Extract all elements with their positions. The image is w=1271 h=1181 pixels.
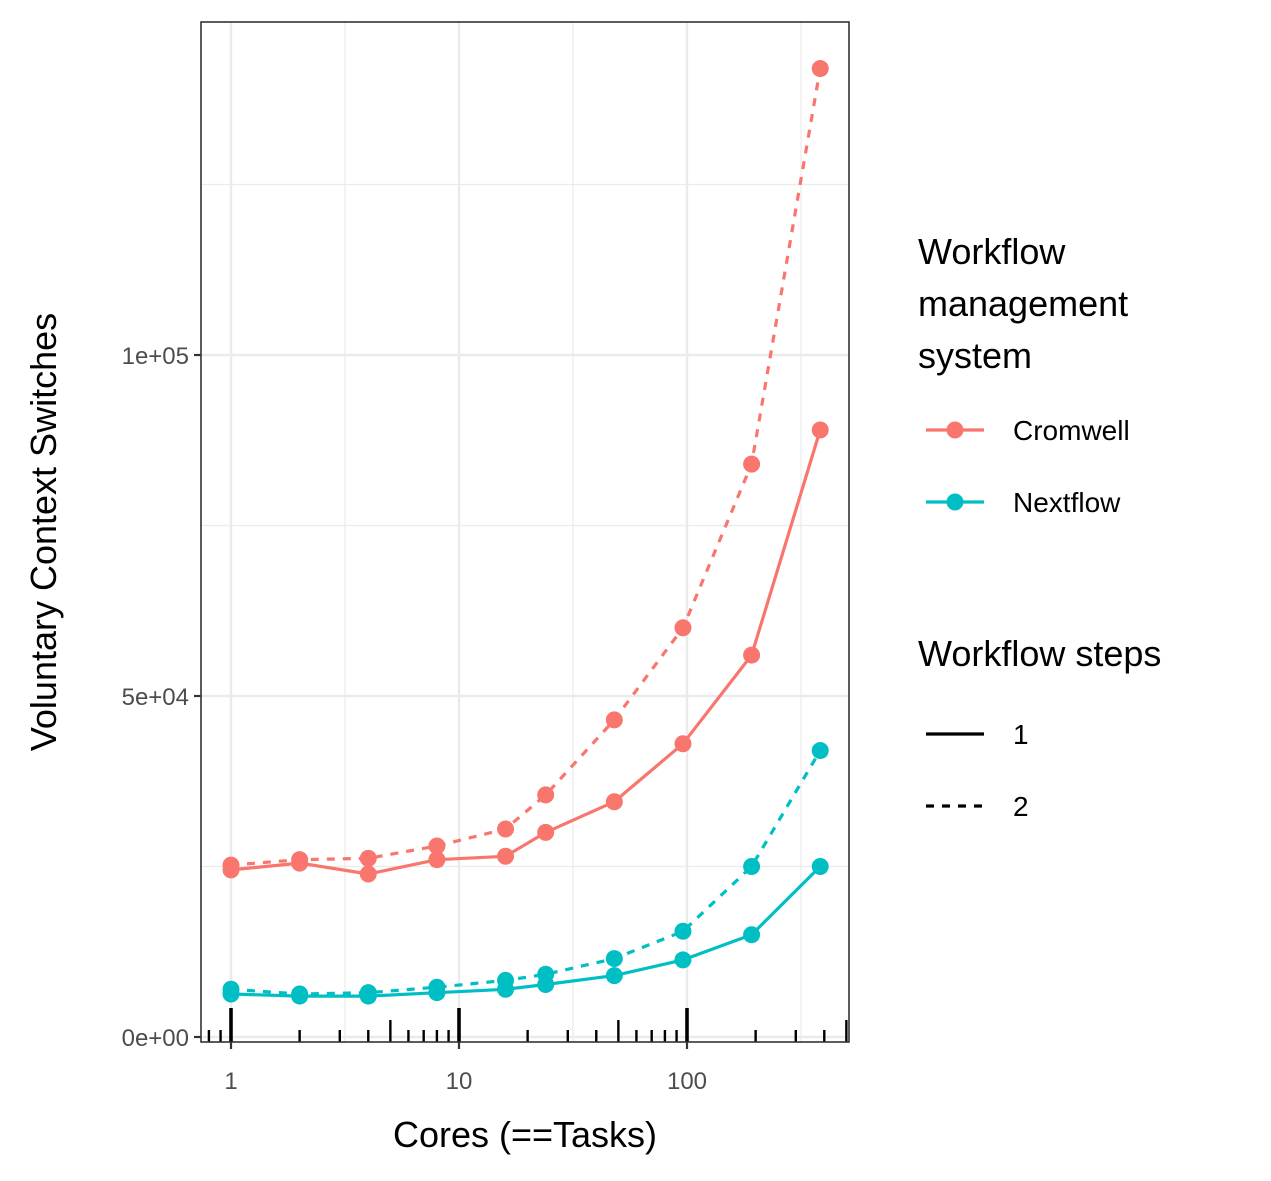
data-series [222, 60, 829, 1005]
data-point [359, 984, 377, 1002]
panel-border [200, 21, 850, 1043]
data-point [811, 742, 829, 760]
legend-label: Nextflow [1013, 487, 1121, 518]
x-tick-label: 1 [224, 1068, 237, 1095]
data-point [743, 926, 761, 944]
legend-item-nextflow: Nextflow [926, 487, 1121, 518]
grid [201, 22, 849, 1042]
x-rug [207, 1008, 848, 1042]
data-point [605, 793, 623, 811]
data-point [674, 735, 692, 753]
data-point [811, 60, 829, 78]
series-line [230, 68, 822, 867]
y-tick-label: 0e+00 [122, 1025, 189, 1052]
data-point [497, 971, 515, 989]
data-point [497, 820, 515, 838]
axes: 1 10 100 0e+00 5e+04 1e+05 [122, 343, 707, 1095]
data-point [359, 865, 377, 883]
data-point [674, 619, 692, 637]
legend-label: 1 [1013, 719, 1029, 750]
data-point [605, 950, 623, 968]
y-tick-label: 5e+04 [122, 684, 189, 711]
data-point [537, 823, 555, 841]
data-point [743, 455, 761, 473]
data-point [811, 421, 829, 439]
x-tick-label: 100 [667, 1068, 707, 1095]
legend-item-steps-2: 2 [926, 791, 1029, 822]
data-point [428, 837, 446, 855]
legend-key-point [946, 493, 964, 511]
data-point [428, 851, 446, 869]
data-point [291, 851, 309, 869]
data-point [359, 849, 377, 867]
x-axis-title: Cores (==Tasks) [393, 1114, 657, 1155]
data-point [743, 646, 761, 664]
data-point [537, 786, 555, 804]
data-point [743, 858, 761, 875]
data-point [605, 711, 623, 729]
legend-title-system: Workflow management system [918, 231, 1128, 376]
data-point [428, 978, 446, 996]
legend-key-point [946, 421, 964, 439]
y-axis-title: Voluntary Context Switches [23, 313, 64, 751]
series-cromwell-steps-2 [222, 60, 829, 874]
series-line [230, 865, 822, 998]
data-point [811, 858, 829, 875]
data-point [291, 985, 309, 1003]
data-point [674, 951, 692, 969]
data-point [497, 847, 515, 865]
legend-item-cromwell: Cromwell [926, 415, 1130, 446]
legend-item-steps-1: 1 [926, 719, 1029, 750]
x-tick-label: 10 [446, 1068, 473, 1095]
legend-label: Cromwell [1013, 415, 1130, 446]
legend-title-steps: Workflow steps [918, 633, 1161, 674]
data-point [222, 980, 240, 998]
legend-label: 2 [1013, 791, 1029, 822]
series-nextflow-steps-2 [222, 742, 829, 1003]
series-line [230, 749, 822, 996]
data-point [537, 965, 555, 983]
legend: Workflow management system Cromwell Nextflow… [918, 231, 1161, 822]
data-point [605, 967, 623, 985]
y-tick-label: 1e+05 [122, 343, 189, 370]
series-line [230, 429, 822, 876]
data-point [674, 922, 692, 940]
data-point [222, 856, 240, 874]
